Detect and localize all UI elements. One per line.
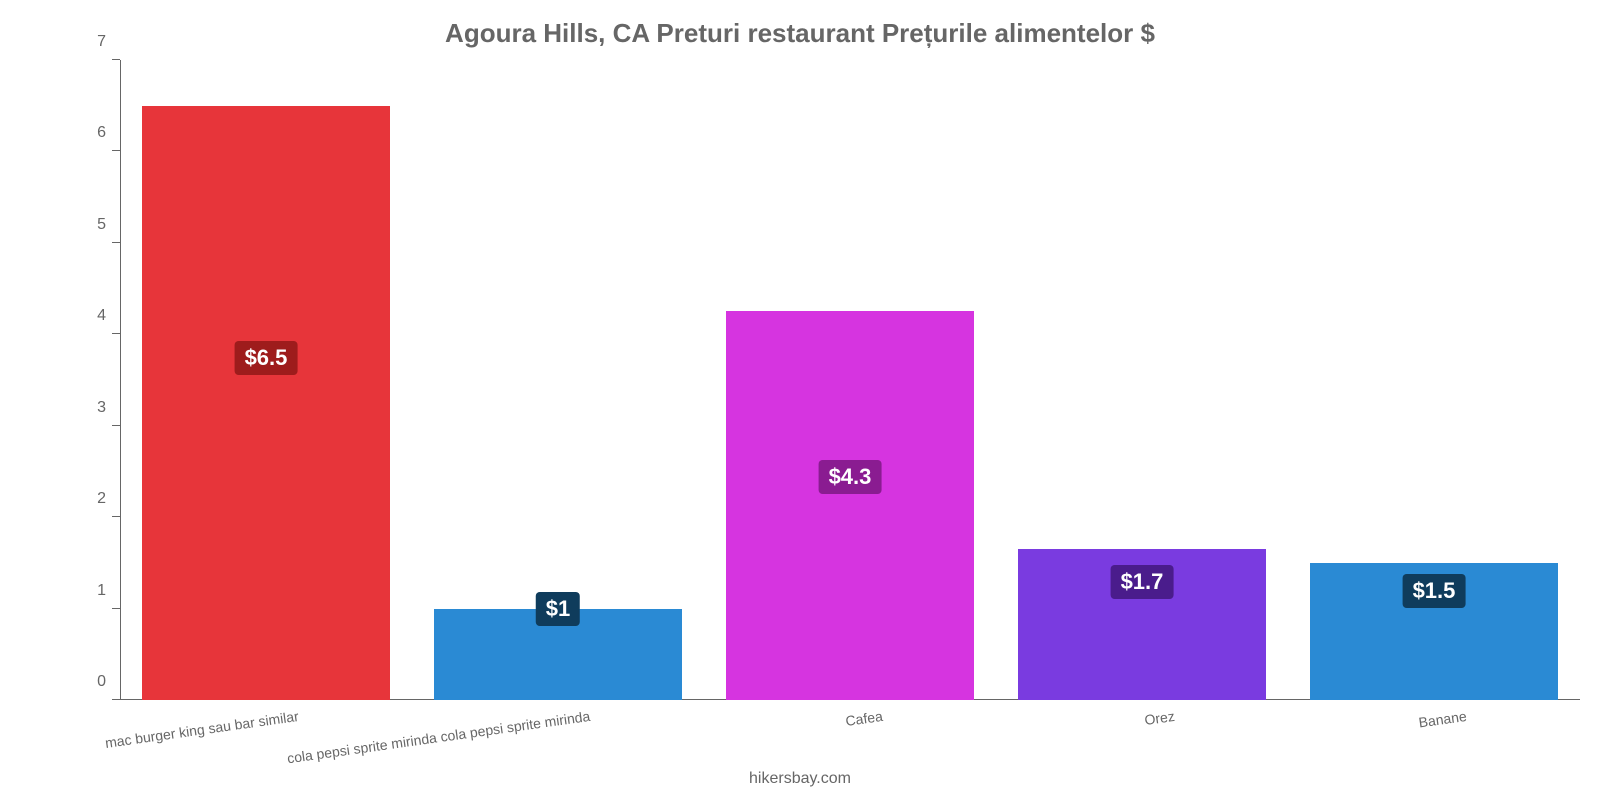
plot-area: 01234567$6.5mac burger king sau bar simi… <box>120 60 1580 700</box>
bar <box>142 106 390 700</box>
y-axis-line <box>120 60 121 700</box>
x-tick-label: Cafea <box>843 700 883 729</box>
x-tick-label: Orez <box>1142 700 1175 728</box>
value-badge: $1.5 <box>1403 574 1466 608</box>
y-tick-label: 7 <box>97 33 120 51</box>
value-badge: $1.7 <box>1111 565 1174 599</box>
value-badge: $4.3 <box>819 460 882 494</box>
y-tick <box>112 333 120 334</box>
x-tick-label: Banane <box>1416 700 1467 730</box>
y-tick <box>112 699 120 700</box>
x-tick-label: mac burger king sau bar similar <box>103 700 300 751</box>
y-tick <box>112 242 120 243</box>
y-tick-label: 6 <box>97 124 120 142</box>
x-tick-label: cola pepsi sprite mirinda cola pepsi spr… <box>285 700 591 766</box>
y-tick <box>112 59 120 60</box>
y-tick-label: 0 <box>97 673 120 691</box>
y-tick-label: 1 <box>97 582 120 600</box>
y-tick-label: 5 <box>97 216 120 234</box>
bar-slot: $6.5 <box>142 60 390 700</box>
y-tick <box>112 150 120 151</box>
chart-container: Agoura Hills, CA Preturi restaurant Preț… <box>0 0 1600 800</box>
bar-slot: $4.3 <box>726 60 974 700</box>
bar <box>726 311 974 700</box>
value-badge: $1 <box>536 592 580 626</box>
y-tick-label: 2 <box>97 490 120 508</box>
chart-source: hikersbay.com <box>0 770 1600 788</box>
y-tick <box>112 516 120 517</box>
y-tick-label: 4 <box>97 307 120 325</box>
chart-title: Agoura Hills, CA Preturi restaurant Preț… <box>0 18 1600 49</box>
value-badge: $6.5 <box>235 341 298 375</box>
bar-slot: $1.7 <box>1018 60 1266 700</box>
y-tick <box>112 425 120 426</box>
bar-slot: $1 <box>434 60 682 700</box>
y-tick-label: 3 <box>97 399 120 417</box>
bar-slot: $1.5 <box>1310 60 1558 700</box>
y-tick <box>112 608 120 609</box>
